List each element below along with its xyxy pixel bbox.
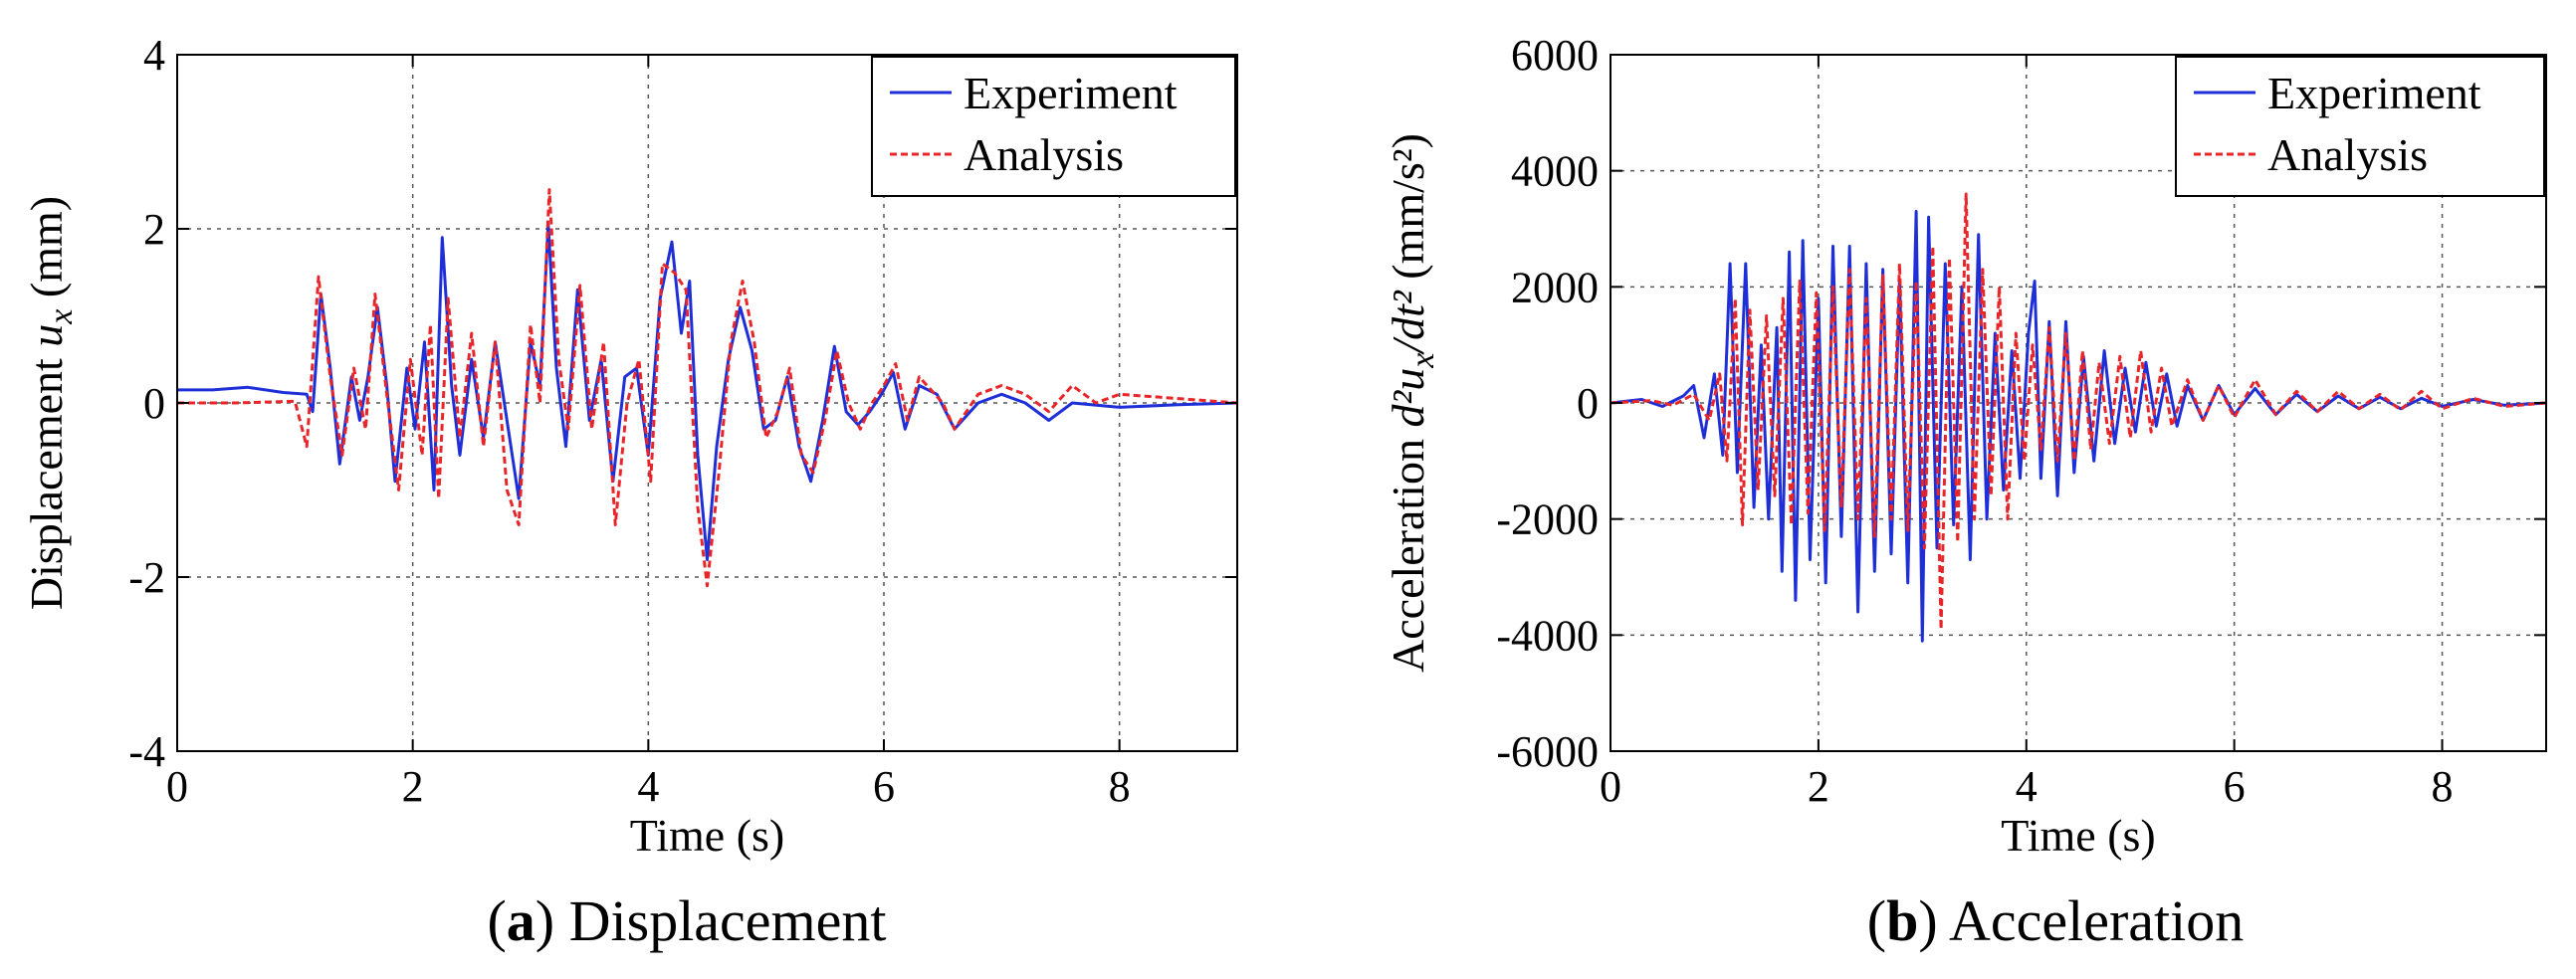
legend: Experiment Analysis	[2175, 56, 2545, 197]
series-line-experiment	[1610, 210, 2546, 643]
y-tick-label: 0	[143, 379, 165, 428]
series-line-experiment	[177, 223, 1237, 561]
y-axis-label: Displacement ux (mm)	[21, 196, 80, 610]
x-tick-label: 2	[402, 762, 424, 811]
legend-label-experiment: Experiment	[964, 68, 1178, 118]
legend: Experiment Analysis	[871, 56, 1236, 197]
y-tick-label: 0	[1577, 379, 1599, 428]
y-tick-label: -2	[128, 553, 165, 602]
legend-label-analysis: Analysis	[2267, 129, 2428, 180]
panel-displacement: 0 2 4 6 8 -4 -2 0 2 4 Time (s) Displacement ux (m…	[21, 31, 1238, 953]
y-tick-label: 4	[143, 31, 165, 80]
series-line-analysis	[1610, 192, 2546, 631]
x-axis-label: Time (s)	[630, 810, 785, 861]
x-axis-label: Time (s)	[2001, 810, 2156, 861]
y-tick-label: -6000	[1496, 727, 1599, 776]
legend-box	[871, 56, 1236, 197]
y-tick-label: -4000	[1496, 611, 1599, 660]
series-line-analysis	[177, 188, 1237, 588]
x-tick-label: 0	[1600, 762, 1621, 811]
y-tick-label: 2000	[1511, 263, 1599, 311]
series-lines	[177, 188, 1237, 588]
x-tick-label: 4	[637, 762, 659, 811]
y-tick-label: 4000	[1511, 147, 1599, 196]
y-tick-label: 6000	[1511, 31, 1599, 80]
x-tick-label: 8	[2432, 762, 2454, 811]
y-tick-label: -4	[128, 727, 165, 776]
x-tick-label: 8	[1109, 762, 1131, 811]
y-tick-label: 2	[143, 205, 165, 254]
caption: (b) Acceleration	[1867, 888, 2244, 953]
legend-label-analysis: Analysis	[964, 129, 1124, 180]
tick-labels: 0 2 4 6 8 -4 -2 0 2 4	[128, 31, 1237, 811]
caption: (a) Displacement	[487, 888, 886, 953]
y-axis-label: Acceleration d²ux/dt² (mm/s²)	[1383, 133, 1441, 673]
series-lines	[1610, 192, 2546, 643]
x-tick-label: 6	[873, 762, 895, 811]
y-tick-label: -2000	[1496, 495, 1599, 544]
x-tick-label: 6	[2224, 762, 2246, 811]
x-tick-label: 4	[2016, 762, 2038, 811]
tick-labels: 0 2 4 6 8 -6000 -4000 -2000 0 2000 4000 6000	[1496, 31, 2546, 811]
legend-box	[2175, 56, 2545, 197]
x-tick-label: 0	[166, 762, 188, 811]
panel-acceleration: 0 2 4 6 8 -6000 -4000 -2000 0 2000 4000 6000 Time (…	[1383, 31, 2547, 953]
legend-label-experiment: Experiment	[2267, 68, 2481, 118]
x-tick-label: 2	[1808, 762, 1829, 811]
